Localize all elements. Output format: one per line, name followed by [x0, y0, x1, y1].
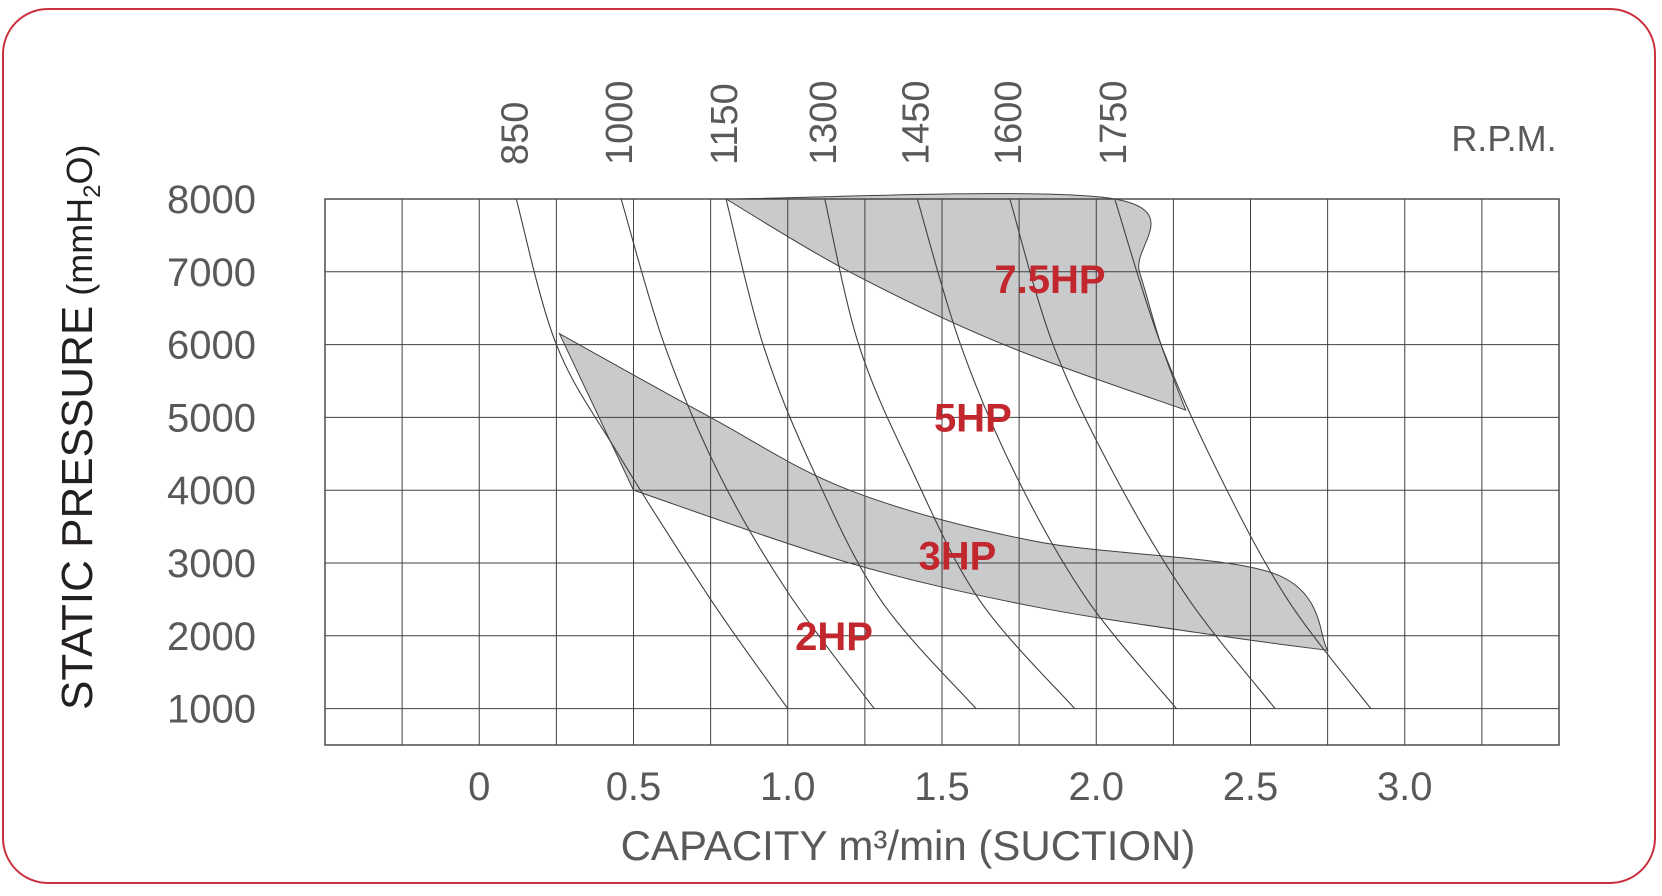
rpm-curve-1000 [620, 198, 875, 709]
x-tick-labels: 0 0.5 1.0 1.5 2.0 2.5 3.0 [468, 765, 1432, 809]
x-axis-label: CAPACITY m³/min (SUCTION) [621, 822, 1196, 869]
rpm-tick-label: 1600 [988, 80, 1030, 165]
y-tick-label: 8000 [167, 178, 256, 222]
rpm-tick-label: 1300 [803, 80, 845, 165]
hp-label-2hp: 2HP [795, 615, 873, 659]
y-tick-label: 2000 [167, 615, 256, 659]
x-tick-label: 2.0 [1068, 765, 1124, 809]
y-tick-labels: 8000 7000 6000 5000 4000 3000 2000 1000 [167, 178, 256, 732]
rpm-curve-1750 [1114, 198, 1372, 709]
rpm-curve-850 [515, 198, 789, 709]
rpm-tick-label: 850 [494, 102, 536, 165]
plot-border [324, 198, 1560, 746]
rpm-curve-1300 [824, 198, 1076, 709]
x-tick-label: 0.5 [606, 765, 662, 809]
rpm-tick-label: 1000 [599, 80, 641, 165]
hp-label-5hp: 5HP [934, 396, 1012, 440]
y-axis-label-main: STATIC PRESSURE [53, 306, 102, 710]
y-tick-label: 5000 [167, 396, 256, 440]
rpm-curve-1600 [1009, 198, 1276, 709]
hp-label-7-5hp: 7.5HP [994, 258, 1105, 302]
y-axis-unit-post: O) [59, 144, 100, 184]
y-tick-label: 6000 [167, 324, 256, 368]
y-axis-label: STATIC PRESSURE (mmH2O) [53, 144, 106, 710]
y-tick-label: 1000 [167, 688, 256, 732]
y-axis-unit-pre: (mmH [59, 198, 100, 296]
x-tick-label: 2.5 [1223, 765, 1279, 809]
rpm-tick-labels: 850 1000 1150 1300 1450 1600 1750 [494, 80, 1134, 165]
y-tick-label: 4000 [167, 469, 256, 513]
y-tick-label: 7000 [167, 251, 256, 295]
rpm-curve-1150 [725, 198, 977, 709]
x-tick-label: 1.0 [760, 765, 816, 809]
x-tick-label: 0 [468, 765, 490, 809]
rpm-curve-1450 [916, 198, 1177, 709]
x-tick-label: 3.0 [1377, 765, 1433, 809]
chart-frame [2, 8, 1656, 884]
rpm-tick-label: 1150 [704, 83, 746, 165]
hp-band-7-5hp [724, 193, 1187, 411]
grid [324, 198, 1560, 746]
hp-labels: 7.5HP 5HP 3HP 2HP [795, 258, 1105, 659]
hp-bands [558, 193, 1329, 652]
rpm-tick-label: 1750 [1093, 80, 1135, 165]
y-tick-label: 3000 [167, 542, 256, 586]
x-tick-label: 1.5 [914, 765, 970, 809]
rpm-axis-label: R.P.M. [1451, 118, 1556, 159]
hp-band-3hp [558, 332, 1329, 652]
rpm-curves [515, 198, 1372, 709]
y-axis-unit-sub: 2 [79, 184, 106, 197]
rpm-tick-label: 1450 [895, 80, 937, 165]
hp-label-3hp: 3HP [919, 535, 997, 579]
